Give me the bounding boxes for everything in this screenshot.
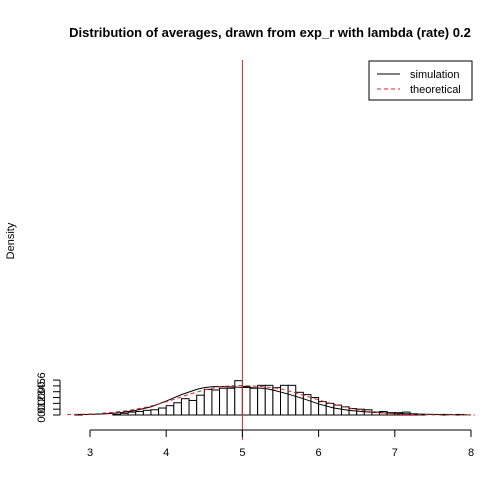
legend-box bbox=[368, 60, 473, 101]
y-tick-label: 0.6 bbox=[36, 372, 48, 387]
histogram-bar bbox=[287, 384, 297, 416]
histogram-bar bbox=[219, 387, 228, 416]
histogram-bar bbox=[249, 387, 259, 416]
histogram-bar bbox=[180, 398, 190, 416]
histogram-bar bbox=[112, 413, 121, 416]
histogram-bar bbox=[203, 388, 213, 416]
histogram-bar bbox=[188, 399, 198, 416]
histogram-bar bbox=[226, 387, 236, 416]
y-tick-label: 0.1 bbox=[36, 402, 48, 417]
legend-theoretical-label: theoretical bbox=[410, 84, 461, 96]
density-curves bbox=[67, 384, 475, 416]
histogram-bar bbox=[135, 411, 144, 416]
legend: simulation theoretical bbox=[368, 60, 473, 101]
histogram-bar bbox=[310, 397, 320, 416]
histogram-bar bbox=[241, 385, 251, 416]
y-tick-label: 0.4 bbox=[36, 384, 48, 399]
histogram-bar bbox=[257, 384, 266, 416]
legend-simulation-label: simulation bbox=[410, 69, 460, 81]
y-tick-label: 0.5 bbox=[36, 378, 48, 393]
histogram-bar bbox=[119, 412, 129, 416]
histogram-bar bbox=[173, 402, 182, 416]
x-tick-label: 3 bbox=[87, 447, 93, 459]
histogram-bar bbox=[318, 401, 327, 416]
x-tick-label: 5 bbox=[239, 447, 245, 459]
x-tick-label: 4 bbox=[163, 447, 169, 459]
chart-title: Distribution of averages, drawn from exp… bbox=[69, 25, 471, 40]
histogram-bar bbox=[165, 405, 175, 416]
simulation-density-line bbox=[74, 385, 472, 416]
histogram-bar bbox=[325, 402, 335, 416]
x-tick-label: 7 bbox=[392, 447, 398, 459]
histogram-bar bbox=[333, 404, 342, 416]
histogram-bar bbox=[211, 389, 221, 416]
y-tick-label: 0.2 bbox=[36, 396, 48, 411]
y-tick-label: 0.0 bbox=[36, 407, 48, 422]
y-axis-label: Density bbox=[5, 222, 17, 259]
x-tick-label: 8 bbox=[468, 447, 474, 459]
theoretical-density-line bbox=[67, 384, 475, 416]
histogram-bar bbox=[196, 394, 205, 416]
histogram-bar bbox=[127, 411, 137, 416]
y-tick-label: 0.3 bbox=[36, 390, 48, 405]
histogram-bar bbox=[295, 391, 304, 416]
y-axis: 0.00.10.20.30.40.50.6 bbox=[36, 372, 61, 423]
x-tick-label: 6 bbox=[316, 447, 322, 459]
histogram-bar bbox=[158, 407, 167, 416]
x-axis: 3 4 5 6 7 8 bbox=[87, 429, 474, 459]
histogram-bar bbox=[150, 409, 160, 416]
histogram-bar bbox=[142, 409, 152, 416]
